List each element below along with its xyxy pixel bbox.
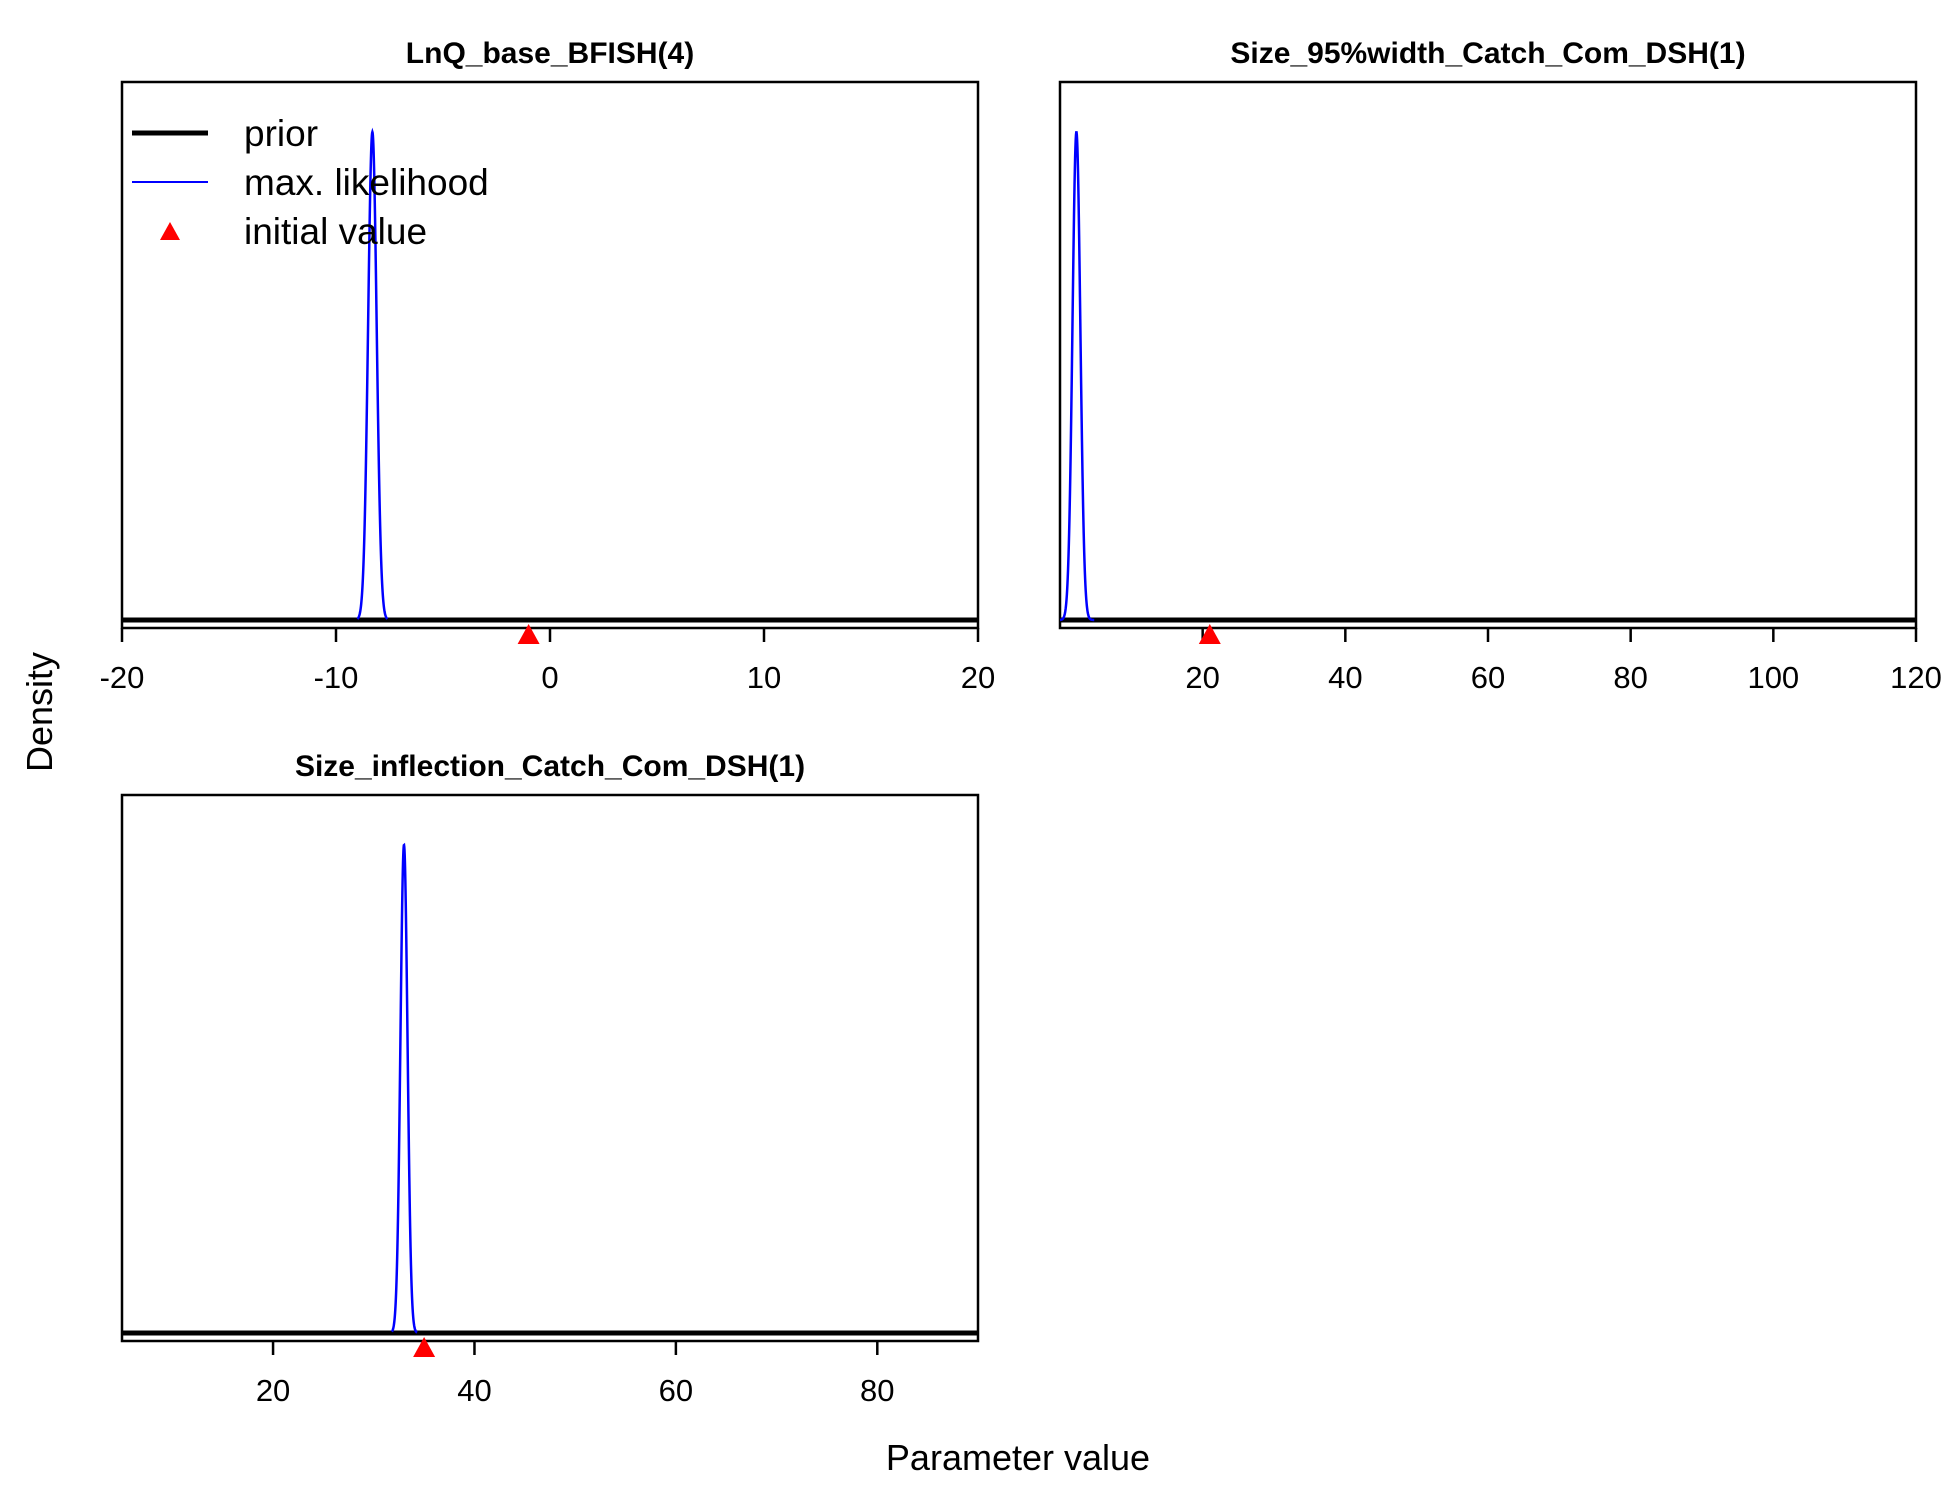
- x-tick-label: 20: [256, 1373, 290, 1408]
- x-tick-label: -20: [100, 660, 145, 695]
- x-tick-label: 40: [1328, 660, 1362, 695]
- x-tick-label: 20: [961, 660, 995, 695]
- x-tick-label: 0: [541, 660, 558, 695]
- initial-value-marker: [517, 624, 540, 644]
- initial-value-marker: [413, 1337, 436, 1357]
- legend-label: max. likelihood: [244, 162, 489, 203]
- x-tick-label: -10: [314, 660, 359, 695]
- max-likelihood-curve: [390, 842, 418, 1334]
- chart-panel-1: LnQ_base_BFISH(4) -20 -10 0 10 20: [100, 37, 996, 695]
- y-axis-title: Density: [19, 652, 60, 772]
- x-tick-label: 60: [659, 1373, 693, 1408]
- max-likelihood-curve: [356, 127, 389, 620]
- legend-label: prior: [244, 113, 318, 154]
- plot-frame: [120, 793, 980, 1343]
- plot-frame: [1058, 80, 1918, 630]
- x-tick-label: 20: [1185, 660, 1219, 695]
- legend: prior max. likelihood initial value: [132, 113, 489, 252]
- x-tick-label: 80: [1613, 660, 1647, 695]
- panel-title: Size_95%width_Catch_Com_DSH(1): [1230, 37, 1745, 70]
- initial-value-marker: [1198, 624, 1221, 644]
- chart-panel-3: Size_inflection_Catch_Com_DSH(1) 20 40 60 80: [120, 750, 980, 1408]
- x-tick-label: 60: [1471, 660, 1505, 695]
- x-axis-title: Parameter value: [886, 1437, 1150, 1478]
- panel-title: LnQ_base_BFISH(4): [406, 37, 694, 70]
- legend-label: initial value: [244, 211, 427, 252]
- x-tick-label: 120: [1890, 660, 1942, 695]
- max-likelihood-curve: [1059, 131, 1095, 622]
- x-tick-label: 80: [860, 1373, 894, 1408]
- legend-initial-value-swatch: [160, 222, 180, 240]
- chart-panel-2: Size_95%width_Catch_Com_DSH(1) 20 40 60 80 10…: [1058, 37, 1942, 695]
- panel-title: Size_inflection_Catch_Com_DSH(1): [295, 750, 805, 783]
- x-tick-label: 10: [747, 660, 781, 695]
- x-tick-label: 100: [1747, 660, 1799, 695]
- x-tick-label: 40: [457, 1373, 491, 1408]
